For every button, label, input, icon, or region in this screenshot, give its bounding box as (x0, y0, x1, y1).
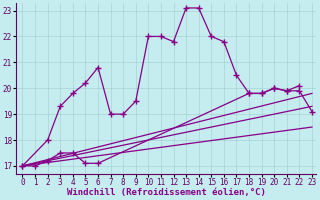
X-axis label: Windchill (Refroidissement éolien,°C): Windchill (Refroidissement éolien,°C) (67, 188, 265, 197)
